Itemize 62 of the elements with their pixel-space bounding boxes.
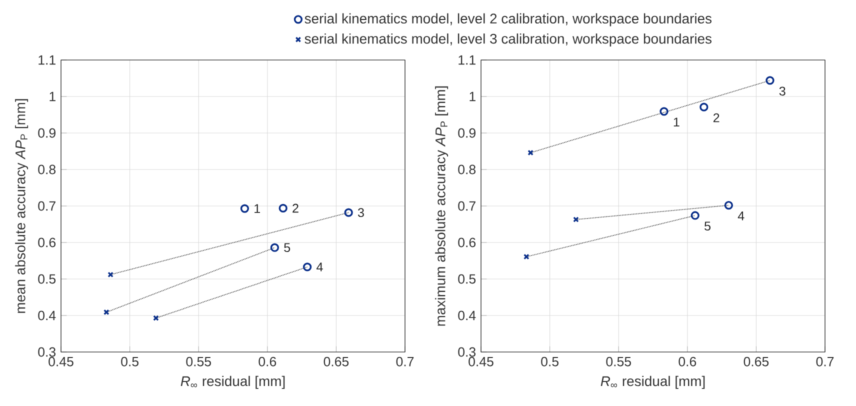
point xyxy=(240,204,250,213)
annotation: 3 xyxy=(779,86,786,96)
x-axis-title: R$_{∞}$ residual [mm] xyxy=(180,376,285,389)
y-tick-label: 0.9 xyxy=(38,128,56,138)
x-tick-label: 0.45 xyxy=(468,356,494,366)
y-tick-label: 0.8 xyxy=(458,164,476,174)
y-tick-label: 0.3 xyxy=(458,347,476,357)
annotation: 1 xyxy=(674,118,680,126)
point xyxy=(103,309,110,316)
point xyxy=(528,150,534,156)
point xyxy=(270,243,280,252)
y-tick-label: 0.7 xyxy=(458,201,476,211)
x-tick-label: 0.45 xyxy=(48,356,74,366)
y-tick-label: 1 xyxy=(470,92,476,102)
x-tick-label: 0.7 xyxy=(396,356,414,366)
legend-label: serial kinematics model, level 2 calibration, workspace boundaries xyxy=(304,13,712,26)
annotation: 5 xyxy=(704,222,711,231)
annotation: 2 xyxy=(292,204,298,213)
point xyxy=(573,216,579,222)
annotation: 5 xyxy=(284,243,290,252)
y-tick-label: 0.6 xyxy=(458,238,476,248)
x-tick-label: 0.65 xyxy=(744,356,769,366)
point xyxy=(690,211,700,220)
y-tick-label: 1.1 xyxy=(458,55,476,65)
x-tick-label: 0.7 xyxy=(816,356,834,366)
annotation: 2 xyxy=(713,113,720,122)
annotation: 4 xyxy=(316,262,323,272)
point xyxy=(766,76,774,85)
point xyxy=(344,208,353,217)
point xyxy=(108,272,114,278)
point xyxy=(660,107,668,116)
point xyxy=(700,102,708,112)
y-tick-label: 0.3 xyxy=(38,347,56,357)
annotation: 1 xyxy=(254,204,260,213)
annotation: 3 xyxy=(358,208,364,218)
y-tick-label: 0.6 xyxy=(38,238,56,248)
x-tick-label: 0.5 xyxy=(541,356,558,366)
y-tick-label: 0.9 xyxy=(458,128,476,138)
point xyxy=(302,262,312,272)
y-tick-label: 0.7 xyxy=(38,201,56,211)
y-tick-label: 0.4 xyxy=(458,310,476,320)
x-tick-label: 0.6 xyxy=(678,356,696,366)
x-tick-label: 0.6 xyxy=(258,356,276,366)
x-tick-label: 0.5 xyxy=(121,356,138,366)
legend-label: serial kinematics model, level 3 calibration, workspace boundaries xyxy=(304,33,712,46)
x-tick-label: 0.55 xyxy=(606,356,631,366)
y-tick-label: 0.5 xyxy=(38,274,56,284)
x-tick-label: 0.55 xyxy=(186,356,211,366)
point xyxy=(724,200,734,210)
y-tick-label: 1.1 xyxy=(38,55,56,65)
y-tick-label: 0.5 xyxy=(458,274,476,284)
point xyxy=(153,315,159,321)
y-tick-label: 0.8 xyxy=(38,164,56,174)
point xyxy=(523,254,530,260)
y-axis-title: maximum absolute accuracy AP$_{P}$ [mm] xyxy=(435,86,448,326)
y-tick-label: 0.4 xyxy=(38,310,56,320)
annotation: 4 xyxy=(738,212,744,220)
x-tick-label: 0.65 xyxy=(324,356,349,366)
y-axis-title: mean absolute accuracy AP$_{P}$ [mm] xyxy=(15,99,28,313)
point xyxy=(278,204,288,213)
y-tick-label: 1 xyxy=(50,92,56,102)
x-axis-title: R$_{∞}$ residual [mm] xyxy=(600,376,705,389)
